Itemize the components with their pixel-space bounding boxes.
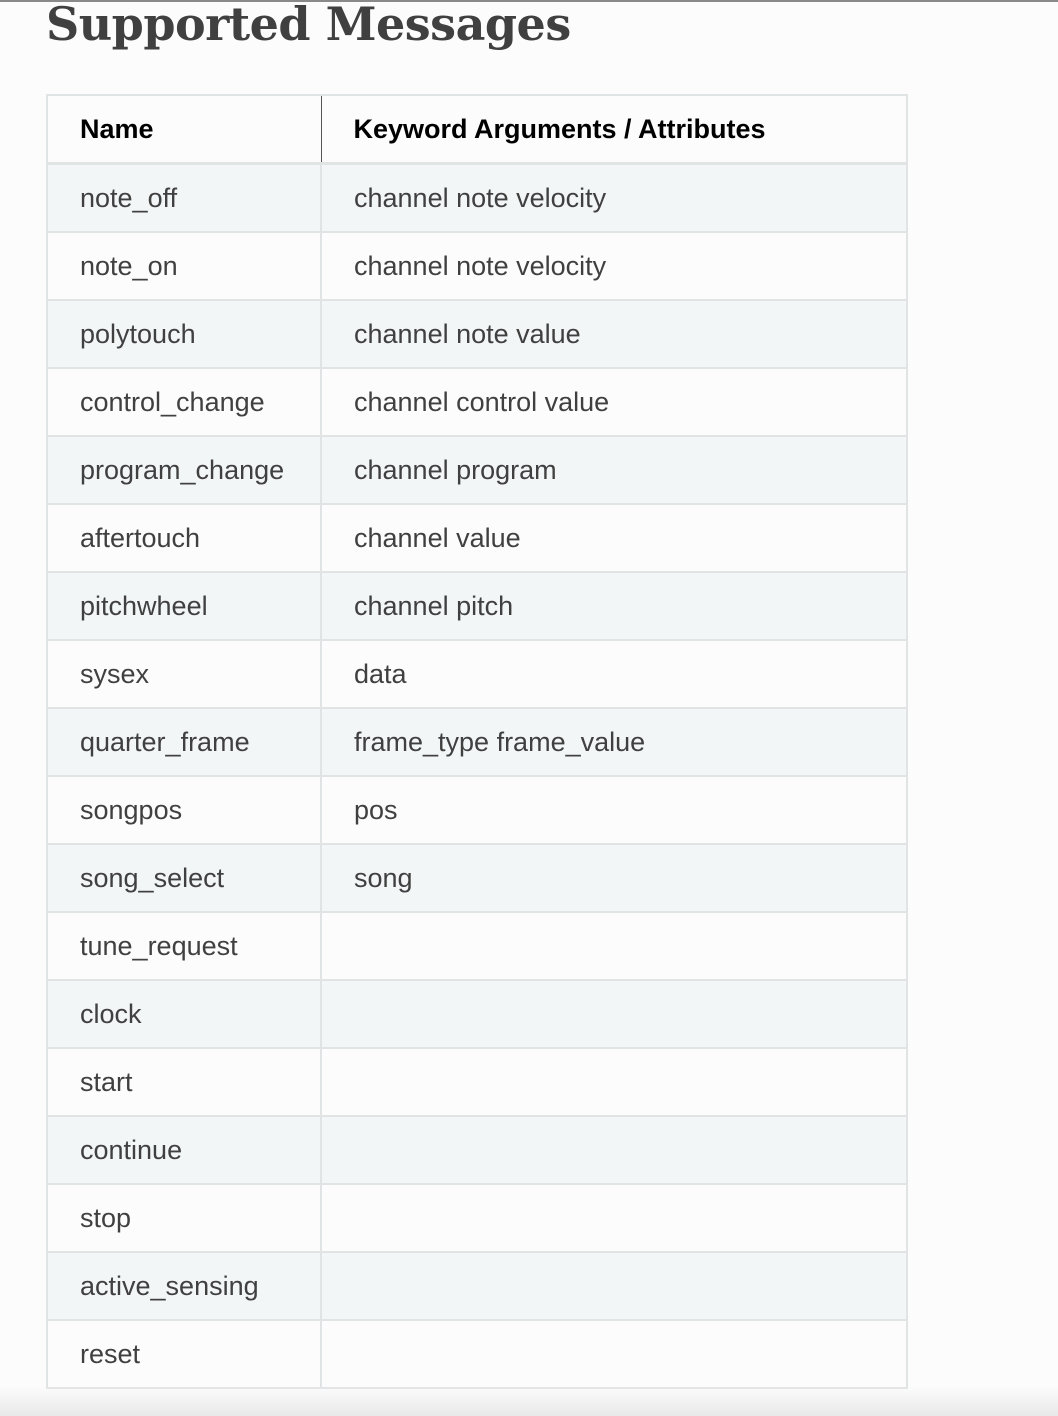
table-body: note_off channel note velocity note_on chan… bbox=[47, 162, 907, 1388]
message-arguments-cell bbox=[321, 1319, 907, 1388]
message-arguments-cell bbox=[321, 1047, 907, 1116]
message-name-cell: sysex bbox=[47, 639, 322, 708]
message-arguments-cell bbox=[321, 1251, 907, 1320]
table-row: continue bbox=[47, 1115, 907, 1184]
message-name-cell: control_change bbox=[47, 367, 322, 436]
bottom-fade bbox=[0, 1386, 1058, 1416]
message-name-cell: pitchwheel bbox=[47, 571, 322, 640]
table-row: control_change channel control value bbox=[47, 367, 907, 436]
table-row: aftertouch channel value bbox=[47, 503, 907, 572]
column-header-arguments: Keyword Arguments / Attributes bbox=[321, 95, 907, 165]
message-name-cell: start bbox=[47, 1047, 322, 1116]
message-name-cell: program_change bbox=[47, 435, 322, 504]
message-name-cell: stop bbox=[47, 1183, 322, 1252]
message-name-cell: clock bbox=[47, 979, 322, 1048]
message-name-cell: quarter_frame bbox=[47, 707, 322, 776]
table-row: clock bbox=[47, 979, 907, 1048]
column-header-name: Name bbox=[47, 95, 322, 165]
message-name-cell: active_sensing bbox=[47, 1251, 322, 1320]
message-arguments-cell: channel value bbox=[321, 503, 907, 572]
message-arguments-cell: data bbox=[321, 639, 907, 708]
table-row: reset bbox=[47, 1319, 907, 1388]
message-arguments-cell: channel note value bbox=[321, 299, 907, 368]
table-row: active_sensing bbox=[47, 1251, 907, 1320]
top-rule bbox=[0, 0, 1058, 2]
page-title: Supported Messages bbox=[46, 0, 571, 51]
message-name-cell: song_select bbox=[47, 843, 322, 912]
message-name-cell: polytouch bbox=[47, 299, 322, 368]
message-name-cell: aftertouch bbox=[47, 503, 322, 572]
message-arguments-cell: channel pitch bbox=[321, 571, 907, 640]
message-arguments-cell: pos bbox=[321, 775, 907, 844]
table-row: pitchwheel channel pitch bbox=[47, 571, 907, 640]
message-arguments-cell: frame_type frame_value bbox=[321, 707, 907, 776]
message-arguments-cell: channel program bbox=[321, 435, 907, 504]
message-arguments-cell: channel control value bbox=[321, 367, 907, 436]
table-header-row: Name Keyword Arguments / Attributes bbox=[47, 95, 907, 165]
messages-table-container: Name Keyword Arguments / Attributes note… bbox=[46, 94, 908, 1389]
table-row: note_off channel note velocity bbox=[47, 162, 907, 232]
message-name-cell: tune_request bbox=[47, 911, 322, 980]
table-row: song_select song bbox=[47, 843, 907, 912]
message-arguments-cell bbox=[321, 979, 907, 1048]
message-name-cell: songpos bbox=[47, 775, 322, 844]
table-row: tune_request bbox=[47, 911, 907, 980]
message-arguments-cell bbox=[321, 1183, 907, 1252]
message-name-cell: continue bbox=[47, 1115, 322, 1184]
message-arguments-cell bbox=[321, 1115, 907, 1184]
table-row: polytouch channel note value bbox=[47, 299, 907, 368]
table-row: start bbox=[47, 1047, 907, 1116]
table-row: program_change channel program bbox=[47, 435, 907, 504]
messages-table: Name Keyword Arguments / Attributes note… bbox=[46, 94, 908, 1389]
message-arguments-cell: channel note velocity bbox=[321, 231, 907, 300]
message-arguments-cell: channel note velocity bbox=[321, 162, 907, 232]
table-row: quarter_frame frame_type frame_value bbox=[47, 707, 907, 776]
message-arguments-cell: song bbox=[321, 843, 907, 912]
table-row: stop bbox=[47, 1183, 907, 1252]
table-row: songpos pos bbox=[47, 775, 907, 844]
message-name-cell: reset bbox=[47, 1319, 322, 1388]
table-row: note_on channel note velocity bbox=[47, 231, 907, 300]
message-name-cell: note_on bbox=[47, 231, 322, 300]
table-row: sysex data bbox=[47, 639, 907, 708]
message-name-cell: note_off bbox=[47, 162, 322, 232]
message-arguments-cell bbox=[321, 911, 907, 980]
